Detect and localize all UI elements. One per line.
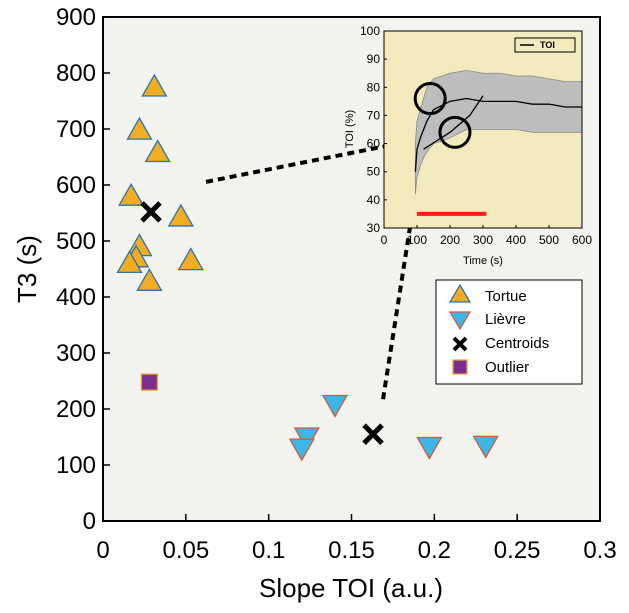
y-tick-label: 300 — [56, 340, 96, 367]
circled-point — [413, 82, 447, 116]
inset-y-tick-label: 60 — [367, 137, 381, 151]
y-tick-label: 800 — [56, 60, 96, 87]
inset-x-tick-label: 100 — [407, 233, 427, 247]
tortue-point — [116, 250, 143, 274]
main-plot-frame — [102, 16, 601, 522]
y-tick-label: 100 — [56, 452, 96, 479]
inset-y-tick-label: 30 — [367, 221, 381, 235]
y-tick-label: 600 — [56, 172, 96, 199]
y-axis-label: T3 (s) — [12, 235, 42, 303]
toi-mean-line — [414, 97, 582, 172]
tortue-point — [177, 247, 204, 271]
tortue-point — [118, 182, 145, 206]
y-tick-label: 0 — [83, 508, 96, 535]
x-axis-label: Slope TOI (a.u.) — [259, 573, 443, 603]
lievre-point — [293, 427, 320, 451]
inset-x-tick-label: 200 — [440, 233, 460, 247]
legend-marker-centroids — [452, 336, 468, 352]
x-tick-label: 0.3 — [583, 537, 616, 564]
y-tick-label: 200 — [56, 396, 96, 423]
inset-legend: TOI — [514, 37, 576, 53]
inset-legend-label: TOI — [540, 40, 555, 50]
centroid-point — [362, 423, 384, 445]
lievre-point — [288, 438, 315, 462]
centroid-point — [140, 201, 162, 223]
inset-x-tick-label: 600 — [572, 233, 592, 247]
circled-point — [438, 115, 472, 149]
lievre-point — [472, 435, 499, 459]
inset-x-tick-label: 500 — [539, 233, 559, 247]
inset-ticks: 0 100 200 300 400 500 600 30 40 50 60 70 80 90 100 — [360, 24, 592, 247]
connector-line — [205, 130, 456, 184]
tortue-point — [144, 139, 171, 163]
y-tick-label: 500 — [56, 228, 96, 255]
x-tick-label: 0.25 — [494, 537, 541, 564]
main-marks — [116, 73, 499, 462]
inset-marks — [413, 82, 582, 216]
legend-label-tortue: Tortue — [485, 288, 527, 305]
inset-x-tick-label: 0 — [381, 233, 388, 247]
tortue-point — [167, 203, 194, 227]
inset-y-tick-label: 50 — [367, 165, 381, 179]
tortue-point — [126, 116, 153, 140]
tortue-point — [141, 73, 168, 97]
legend-marker-lievre — [448, 311, 472, 331]
lievre-point — [321, 394, 349, 418]
inset-y-tick-label: 90 — [367, 52, 381, 66]
inset-legend-box — [514, 37, 576, 53]
main-ticks: 0 0.05 0.1 0.15 0.2 0.25 0.3010020030040050060… — [56, 4, 617, 564]
y-tick-label: 900 — [56, 4, 96, 31]
legend-label-centroids: Centroids — [485, 335, 549, 352]
inset-y-axis-label: TOI (%) — [344, 110, 356, 148]
legend-label-outlier: Outlier — [485, 359, 529, 376]
inset-y-tick-label: 80 — [367, 80, 381, 94]
inset-y-tick-label: 40 — [367, 193, 381, 207]
lievre-point — [416, 436, 443, 460]
legend-marker-tortue — [448, 283, 472, 303]
tortue-point — [136, 268, 163, 291]
y-tick-label: 400 — [56, 284, 96, 311]
x-tick-label: 0.15 — [328, 537, 375, 564]
legend-marker-outlier — [452, 359, 468, 375]
inset-x-axis-label: Time (s) — [463, 255, 503, 267]
inset-y-tick-label: 70 — [367, 108, 381, 122]
inset-x-tick-label: 400 — [506, 233, 526, 247]
legend-label-lievre: Lièvre — [485, 311, 526, 328]
x-tick-label: 0.1 — [252, 537, 285, 564]
toi-secondary-line — [423, 95, 484, 150]
main-legend: Tortue Lièvre Centroids Outlier — [435, 279, 583, 385]
inset-y-tick-label: 100 — [360, 24, 380, 38]
x-tick-label: 0.2 — [418, 537, 451, 564]
x-tick-label: 0.05 — [162, 537, 209, 564]
x-tick-label: 0 — [96, 537, 109, 564]
inset-x-tick-label: 300 — [473, 233, 493, 247]
y-tick-label: 700 — [56, 116, 96, 143]
outlier-point — [140, 373, 159, 391]
